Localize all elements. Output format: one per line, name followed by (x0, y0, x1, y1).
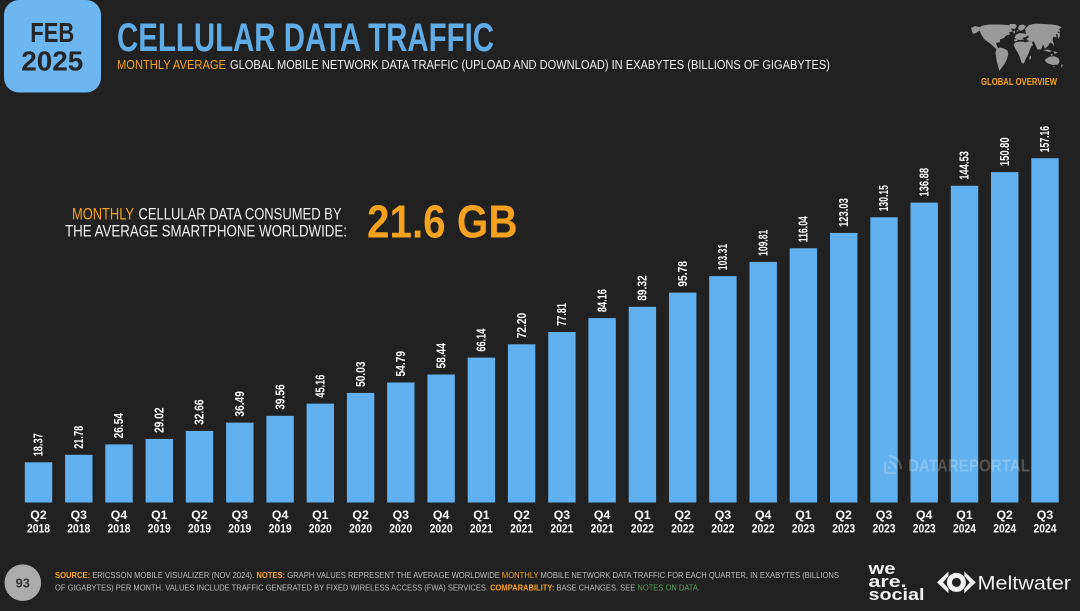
svg-text:2022: 2022 (631, 522, 654, 536)
svg-text:Q4: Q4 (594, 508, 611, 522)
svg-text:72.20: 72.20 (514, 313, 529, 339)
svg-text:130.15: 130.15 (876, 185, 891, 211)
svg-text:Q4: Q4 (755, 508, 772, 522)
svg-text:GLOBAL MOBILE NETWORK DATA TRA: GLOBAL MOBILE NETWORK DATA TRAFFIC (UPLO… (230, 57, 830, 72)
svg-text:2023: 2023 (832, 522, 855, 536)
svg-text:2019: 2019 (188, 522, 211, 536)
svg-text:Q4: Q4 (916, 508, 933, 522)
svg-text:29.02: 29.02 (152, 407, 167, 433)
svg-text:109.81: 109.81 (755, 230, 770, 256)
svg-text:2020: 2020 (309, 522, 332, 536)
svg-text:2022: 2022 (711, 522, 734, 536)
svg-text:116.04: 116.04 (796, 216, 811, 243)
svg-text:2021: 2021 (550, 522, 573, 536)
svg-text:2025: 2025 (21, 46, 83, 77)
svg-text:54.79: 54.79 (393, 351, 408, 377)
svg-text:2021: 2021 (591, 522, 614, 536)
svg-text:SOURCE: ERICSSON MOBILE VISUAL: SOURCE: ERICSSON MOBILE VISUALIZER (NOV … (55, 570, 839, 580)
svg-text:2020: 2020 (389, 522, 412, 536)
svg-text:66.14: 66.14 (474, 328, 489, 352)
svg-text:Q1: Q1 (312, 508, 329, 522)
svg-text:77.81: 77.81 (554, 303, 569, 326)
svg-text:Q4: Q4 (433, 508, 450, 522)
svg-text:Q2: Q2 (191, 508, 208, 522)
svg-text:Q2: Q2 (30, 508, 47, 522)
svg-text:FEB: FEB (30, 17, 74, 48)
svg-text:Q1: Q1 (956, 508, 973, 522)
svg-text:150.80: 150.80 (997, 137, 1012, 166)
svg-text:Q2: Q2 (513, 508, 530, 522)
svg-text:Q2: Q2 (674, 508, 691, 522)
svg-text:2018: 2018 (27, 522, 50, 536)
svg-text:2023: 2023 (913, 522, 936, 536)
svg-text:2022: 2022 (752, 522, 775, 536)
svg-text:Q3: Q3 (876, 508, 893, 522)
svg-text:2018: 2018 (108, 522, 131, 536)
svg-text:Q3: Q3 (554, 508, 571, 522)
svg-text:GLOBAL OVERVIEW: GLOBAL OVERVIEW (981, 76, 1057, 88)
svg-text:95.78: 95.78 (675, 261, 690, 287)
svg-text:136.88: 136.88 (916, 168, 931, 197)
svg-text:Q3: Q3 (715, 508, 732, 522)
svg-text:2019: 2019 (228, 522, 251, 536)
svg-text:Q3: Q3 (71, 508, 88, 522)
svg-text:Q4: Q4 (111, 508, 128, 522)
svg-text:Q1: Q1 (473, 508, 490, 522)
svg-text:103.31: 103.31 (715, 244, 730, 270)
svg-text:18.37: 18.37 (31, 433, 46, 456)
svg-text:we: we (867, 559, 895, 578)
svg-text:157.16: 157.16 (1037, 126, 1052, 152)
svg-text:2023: 2023 (873, 522, 896, 536)
svg-text:are.: are. (869, 572, 907, 591)
svg-text:36.49: 36.49 (232, 391, 247, 417)
svg-text:2024: 2024 (1034, 522, 1057, 536)
svg-text:Q4: Q4 (272, 508, 289, 522)
svg-text:Q2: Q2 (835, 508, 852, 522)
svg-text:50.03: 50.03 (353, 361, 368, 387)
svg-text:45.16: 45.16 (313, 375, 328, 398)
svg-text:2019: 2019 (269, 522, 292, 536)
svg-text:2023: 2023 (792, 522, 815, 536)
svg-text:MONTHLY AVERAGE: MONTHLY AVERAGE (117, 57, 226, 72)
svg-text:Q2: Q2 (352, 508, 369, 522)
svg-text:89.32: 89.32 (635, 275, 650, 301)
svg-text:26.54: 26.54 (111, 412, 126, 438)
svg-text:2019: 2019 (148, 522, 171, 536)
svg-text:2021: 2021 (510, 522, 533, 536)
svg-text:DATAREPORTAL: DATAREPORTAL (908, 456, 1030, 476)
svg-text:2024: 2024 (993, 522, 1016, 536)
svg-text:Meltwater: Meltwater (978, 574, 1072, 595)
svg-text:2024: 2024 (953, 522, 976, 536)
svg-text:Q3: Q3 (1037, 508, 1054, 522)
svg-text:39.56: 39.56 (272, 384, 287, 410)
svg-text:Q1: Q1 (634, 508, 651, 522)
svg-text:2022: 2022 (671, 522, 694, 536)
svg-text:Q3: Q3 (393, 508, 410, 522)
svg-text:2018: 2018 (67, 522, 90, 536)
svg-text:2020: 2020 (430, 522, 453, 536)
svg-text:THE AVERAGE SMARTPHONE WORLDWI: THE AVERAGE SMARTPHONE WORLDWIDE: (65, 222, 347, 240)
svg-text:OF GIGABYTES) PER MONTH. VALUE: OF GIGABYTES) PER MONTH. VALUES INCLUDE … (55, 583, 700, 593)
svg-text:21.6 GB: 21.6 GB (367, 196, 518, 248)
svg-text:93: 93 (16, 575, 30, 590)
svg-text:58.44: 58.44 (433, 342, 448, 368)
svg-text:84.16: 84.16 (594, 289, 609, 312)
svg-text:21.78: 21.78 (71, 426, 86, 449)
svg-text:Q1: Q1 (795, 508, 812, 522)
svg-text:32.66: 32.66 (192, 399, 207, 425)
svg-text:CELLULAR DATA TRAFFIC: CELLULAR DATA TRAFFIC (117, 16, 494, 60)
svg-text:144.53: 144.53 (957, 151, 972, 180)
svg-text:Q2: Q2 (996, 508, 1013, 522)
svg-text:social: social (869, 585, 925, 604)
svg-text:Q1: Q1 (151, 508, 168, 522)
svg-text:Q3: Q3 (232, 508, 249, 522)
svg-text:2021: 2021 (470, 522, 493, 536)
svg-text:2020: 2020 (349, 522, 372, 536)
svg-text:123.03: 123.03 (836, 198, 851, 227)
